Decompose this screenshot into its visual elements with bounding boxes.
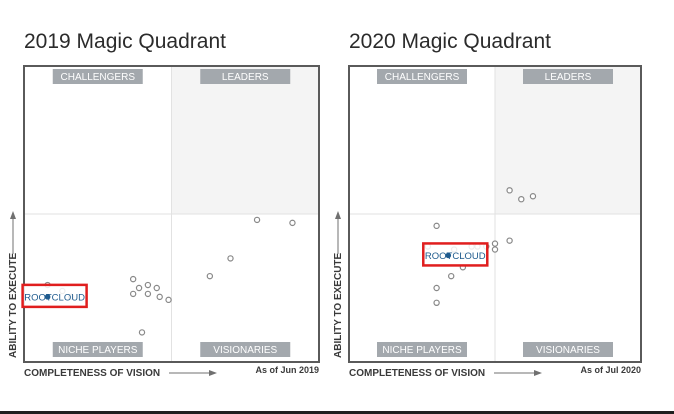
plot-frame (348, 65, 642, 363)
data-point-7 (144, 290, 152, 298)
leaders-quadrant-fill (495, 66, 641, 214)
data-point-9 (129, 290, 137, 298)
data-point-7 (491, 240, 499, 247)
quadrant-label-niche-players-bg (377, 342, 467, 357)
data-point-14 (253, 216, 261, 224)
highlight-label: ROOTCLOUD (24, 292, 85, 303)
as-of-label: As of Jun 2019 (255, 365, 319, 375)
x-axis-label: COMPLETENESS OF VISION (24, 368, 160, 379)
data-point-11 (206, 272, 214, 280)
y-axis-label: ABILITY TO EXECUTE (8, 252, 19, 358)
data-point-3 (129, 275, 137, 283)
leaders-quadrant-fill (171, 66, 319, 214)
quadrant-label-challengers-bg (52, 69, 143, 84)
highlight-point (445, 252, 452, 259)
quadrant-label-challengers-bg (377, 69, 467, 84)
quadrant-label-leaders-bg (523, 69, 613, 84)
data-point-12 (433, 284, 440, 292)
data-point-8 (491, 246, 499, 253)
data-point-13 (433, 299, 440, 306)
data-point-10 (165, 296, 172, 304)
quadrant-label-niche-players: NICHE PLAYERS (58, 345, 138, 356)
data-point-15 (518, 195, 525, 203)
chart-title: 2020 Magic Quadrant (349, 30, 551, 53)
quadrant-label-leaders: LEADERS (545, 72, 592, 83)
quadrant-label-leaders-bg (200, 69, 291, 84)
quadrant-label-visionaries: VISIONARIES (536, 345, 600, 356)
as-of-label: As of Jul 2020 (580, 365, 641, 375)
quadrant-label-niche-players: NICHE PLAYERS (382, 345, 462, 356)
data-point-8 (156, 293, 163, 301)
plot-frame (23, 65, 320, 363)
data-point-9 (506, 237, 513, 244)
y-axis-arrowhead (335, 211, 341, 219)
quadrant-chart-2020: 2020 Magic Quadrant CHALLENGERS LEADERS NIC… (333, 30, 642, 379)
x-axis-arrowhead (534, 370, 542, 376)
quadrant-label-visionaries: VISIONARIES (213, 345, 277, 356)
x-axis-label: COMPLETENESS OF VISION (349, 368, 485, 379)
data-point-0 (433, 222, 440, 230)
data-point-4 (135, 284, 143, 292)
data-point-6 (153, 284, 160, 292)
bottom-divider (0, 411, 674, 414)
quadrant-chart-2019: 2019 Magic Quadrant CHALLENGERS LEADERS NIC… (8, 30, 320, 379)
chart-title: 2019 Magic Quadrant (24, 30, 226, 53)
quadrant-label-niche-players-bg (52, 342, 143, 357)
quadrant-label-leaders: LEADERS (222, 72, 269, 83)
highlight-label: ROOTCLOUD (425, 251, 486, 262)
quadrant-label-challengers: CHALLENGERS (61, 72, 136, 83)
y-axis-label: ABILITY TO EXECUTE (333, 252, 344, 358)
highlight-point (44, 294, 51, 300)
data-point-5 (144, 281, 152, 289)
data-point-15 (289, 219, 296, 227)
data-point-16 (529, 193, 537, 200)
quadrant-label-visionaries-bg (523, 342, 613, 357)
highlight-box (21, 283, 88, 309)
data-point-11 (448, 272, 455, 280)
data-point-14 (506, 187, 513, 194)
quadrant-label-visionaries-bg (200, 342, 291, 357)
highlight-box (422, 242, 489, 267)
data-point-13 (138, 329, 146, 336)
quadrant-label-challengers: CHALLENGERS (385, 72, 460, 83)
y-axis-arrowhead (10, 211, 16, 219)
x-axis-arrowhead (209, 370, 217, 376)
data-point-12 (227, 255, 234, 262)
